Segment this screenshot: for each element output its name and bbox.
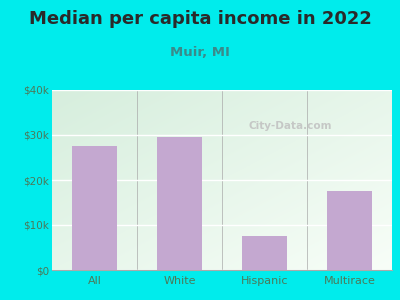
Bar — [72, 146, 117, 270]
Bar — [242, 236, 286, 270]
Bar — [158, 137, 202, 270]
Text: Muir, MI: Muir, MI — [170, 46, 230, 59]
Text: Median per capita income in 2022: Median per capita income in 2022 — [28, 11, 372, 28]
Bar — [327, 191, 372, 270]
Text: City-Data.com: City-Data.com — [248, 121, 332, 131]
